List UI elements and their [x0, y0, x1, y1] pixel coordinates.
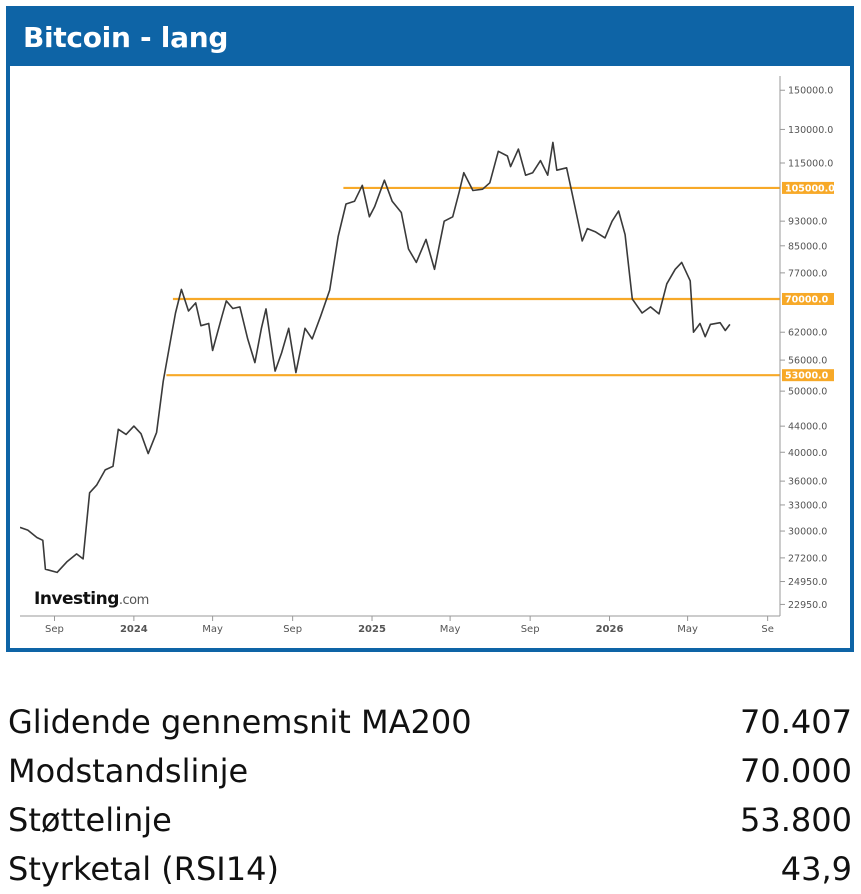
x-tick-label: 2026 [596, 624, 624, 635]
stat-value: 43,9 [780, 850, 852, 888]
stat-label: Styrketal (RSI14) [8, 850, 279, 888]
y-tick-label: 150000.0 [788, 86, 833, 97]
investing-logo-text: Investing.com [34, 589, 149, 609]
stat-label: Modstandslinje [8, 752, 249, 790]
x-tick-label: May [202, 624, 223, 635]
y-tick-label: 93000.0 [788, 217, 827, 228]
y-tick-label: 115000.0 [788, 159, 833, 170]
x-tick-label: 2024 [120, 624, 148, 635]
y-tick-label: 40000.0 [788, 448, 827, 459]
y-tick-label: 24950.0 [788, 577, 827, 588]
stat-row-support: Støttelinje 53.800 [8, 796, 852, 845]
stat-value: 70.407 [740, 703, 852, 741]
level-label: 53000.0 [785, 371, 829, 382]
x-tick-label: May [440, 624, 461, 635]
investing-logo: Investing.com [34, 589, 149, 609]
y-tick-label: 50000.0 [788, 387, 827, 398]
stat-row-rsi: Styrketal (RSI14) 43,9 [8, 845, 852, 894]
level-badge [782, 369, 834, 382]
y-tick-label: 62000.0 [788, 328, 827, 339]
stat-row-ma200: Glidende gennemsnit MA200 70.407 [8, 698, 852, 747]
y-tick-label: 30000.0 [788, 527, 827, 538]
y-tick-label: 33000.0 [788, 500, 827, 511]
level-label: 70000.0 [785, 294, 829, 305]
y-tick-label: 36000.0 [788, 477, 827, 488]
x-tick-label: 2025 [358, 624, 386, 635]
y-tick-label: 85000.0 [788, 241, 827, 252]
x-tick-label: Sep [521, 624, 540, 635]
stat-row-resistance: Modstandslinje 70.000 [8, 747, 852, 796]
y-tick-label: 44000.0 [788, 422, 827, 433]
y-tick-label: 27200.0 [788, 553, 827, 564]
level-badge [782, 181, 834, 194]
stat-value: 70.000 [740, 752, 852, 790]
y-tick-label: 130000.0 [788, 125, 833, 136]
x-tick-label: Sep [283, 624, 302, 635]
y-tick-label: 77000.0 [788, 268, 827, 279]
chart-title: Bitcoin - lang [10, 10, 850, 66]
stats-table: Glidende gennemsnit MA200 70.407 Modstan… [8, 698, 852, 894]
chart-panel: Bitcoin - lang 105000.0 70000.0 53000.0 15… [6, 6, 854, 652]
level-badge [782, 292, 834, 305]
x-tick-label: Se [761, 624, 774, 635]
x-tick-label: May [677, 624, 698, 635]
stat-value: 53.800 [740, 801, 852, 839]
y-tick-label: 56000.0 [788, 356, 827, 367]
price-series-line [20, 141, 731, 574]
price-chart: 105000.0 70000.0 53000.0 150000.0 130000.0 1… [20, 76, 835, 635]
x-tick-label: Sep [45, 624, 64, 635]
level-label: 105000.0 [785, 183, 835, 194]
y-tick-label: 22950.0 [788, 600, 827, 611]
stat-label: Støttelinje [8, 801, 172, 839]
stat-label: Glidende gennemsnit MA200 [8, 703, 472, 741]
